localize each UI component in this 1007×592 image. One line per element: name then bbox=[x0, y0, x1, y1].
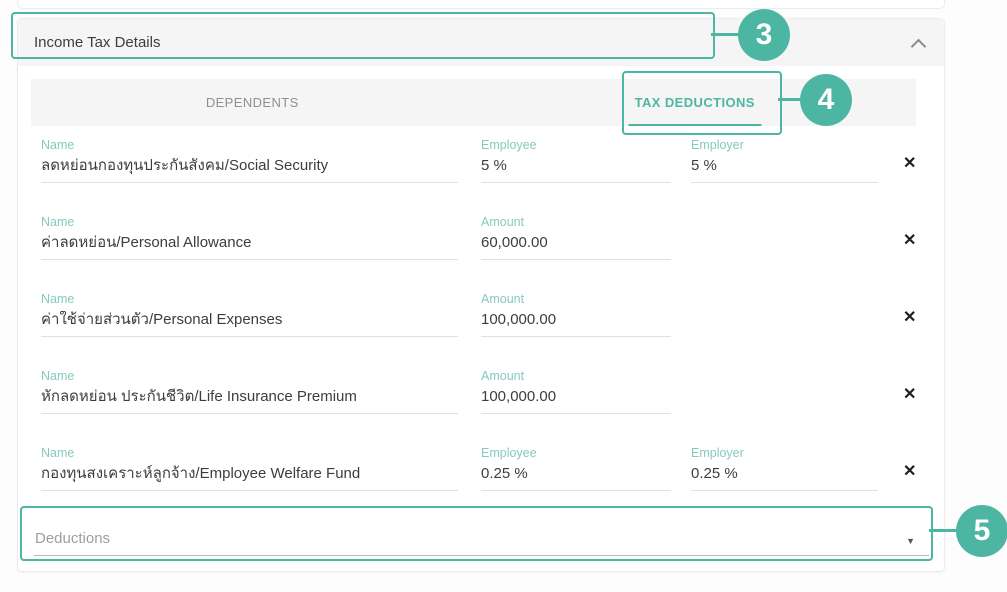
annotation-step-4-number: 4 bbox=[817, 83, 835, 116]
annotation-connector-4 bbox=[778, 98, 803, 101]
close-icon[interactable]: ✕ bbox=[903, 155, 917, 172]
amount-field-value: 100,000.00 bbox=[481, 311, 557, 328]
annotation-step-3-number: 3 bbox=[755, 18, 773, 51]
annotation-box-3 bbox=[11, 12, 715, 59]
employer-field[interactable]: Employer 0.25 % bbox=[691, 446, 878, 491]
employer-field[interactable]: Employer 5 % bbox=[691, 138, 878, 183]
employee-field[interactable]: Employee 5 % bbox=[481, 138, 671, 183]
name-field[interactable]: Name หักลดหย่อน ประกันชีวิต/Life Insuran… bbox=[41, 369, 458, 414]
annotation-connector-5 bbox=[929, 529, 959, 532]
employee-field-label: Employee bbox=[481, 446, 537, 460]
annotation-box-4 bbox=[622, 71, 782, 135]
name-field-label: Name bbox=[41, 138, 75, 152]
name-field[interactable]: Name กองทุนสงเคราะห์ลูกจ้าง/Employee Wel… bbox=[41, 446, 458, 491]
close-icon[interactable]: ✕ bbox=[903, 309, 917, 326]
amount-field[interactable]: Amount 100,000.00 bbox=[481, 292, 671, 337]
annotation-box-5 bbox=[20, 506, 933, 561]
dropdown-arrow-icon[interactable]: ▼ bbox=[906, 536, 915, 546]
close-icon[interactable]: ✕ bbox=[903, 463, 917, 480]
name-field-value: ลดหย่อนกองทุนประกันสังคม/Social Security bbox=[41, 157, 329, 174]
deduction-row-life-insurance: Name หักลดหย่อน ประกันชีวิต/Life Insuran… bbox=[41, 369, 938, 446]
annotation-step-3: 3 bbox=[738, 9, 790, 61]
annotation-step-5-number: 5 bbox=[973, 514, 991, 547]
name-field-label: Name bbox=[41, 292, 75, 306]
employer-field-label: Employer bbox=[691, 446, 744, 460]
close-icon[interactable]: ✕ bbox=[903, 232, 917, 249]
tab-tax-deductions[interactable]: TAX DEDUCTIONS bbox=[474, 79, 917, 126]
employee-field[interactable]: Employee 0.25 % bbox=[481, 446, 671, 491]
amount-field-label: Amount bbox=[481, 369, 525, 383]
name-field-value: หักลดหย่อน ประกันชีวิต/Life Insurance Pr… bbox=[41, 388, 357, 405]
amount-field[interactable]: Amount 60,000.00 bbox=[481, 215, 671, 260]
annotation-connector-3 bbox=[711, 33, 741, 36]
name-field-label: Name bbox=[41, 215, 75, 229]
amount-field[interactable]: Amount 100,000.00 bbox=[481, 369, 671, 414]
amount-field-label: Amount bbox=[481, 292, 525, 306]
annotation-step-5: 5 bbox=[956, 505, 1007, 557]
name-field-value: ค่าใช้จ่ายส่วนตัว/Personal Expenses bbox=[41, 311, 283, 328]
active-tab-indicator bbox=[628, 124, 762, 126]
employee-field-value: 5 % bbox=[481, 157, 507, 174]
name-field-value: ค่าลดหย่อน/Personal Allowance bbox=[41, 234, 252, 251]
name-field-value: กองทุนสงเคราะห์ลูกจ้าง/Employee Welfare … bbox=[41, 465, 361, 482]
name-field[interactable]: Name ค่าลดหย่อน/Personal Allowance bbox=[41, 215, 458, 260]
employer-field-value: 5 % bbox=[691, 157, 717, 174]
employer-field-value: 0.25 % bbox=[691, 465, 738, 482]
tab-dependents-label: DEPENDENTS bbox=[205, 95, 299, 110]
deduction-row-welfare-fund: Name กองทุนสงเคราะห์ลูกจ้าง/Employee Wel… bbox=[41, 446, 938, 523]
annotation-step-4: 4 bbox=[800, 74, 852, 126]
panel-title: Income Tax Details bbox=[34, 34, 161, 51]
amount-field-value: 100,000.00 bbox=[481, 388, 557, 405]
chevron-up-icon[interactable] bbox=[910, 38, 927, 55]
close-icon[interactable]: ✕ bbox=[903, 386, 917, 403]
name-field-label: Name bbox=[41, 446, 75, 460]
deduction-row-social-security: Name ลดหย่อนกองทุนประกันสังคม/Social Sec… bbox=[41, 138, 938, 215]
tab-dependents[interactable]: DEPENDENTS bbox=[31, 79, 474, 126]
tab-tax-deductions-label: TAX DEDUCTIONS bbox=[634, 95, 755, 110]
tab-bar: DEPENDENTS TAX DEDUCTIONS bbox=[31, 79, 916, 126]
amount-field-label: Amount bbox=[481, 215, 525, 229]
name-field-label: Name bbox=[41, 369, 75, 383]
amount-field-value: 60,000.00 bbox=[481, 234, 548, 251]
deductions-select-placeholder: Deductions bbox=[35, 530, 111, 547]
previous-section-edge bbox=[17, 0, 945, 9]
employee-field-value: 0.25 % bbox=[481, 465, 528, 482]
employee-field-label: Employee bbox=[481, 138, 537, 152]
name-field[interactable]: Name ลดหย่อนกองทุนประกันสังคม/Social Sec… bbox=[41, 138, 458, 183]
deduction-row-personal-allowance: Name ค่าลดหย่อน/Personal Allowance Amoun… bbox=[41, 215, 938, 292]
name-field[interactable]: Name ค่าใช้จ่ายส่วนตัว/Personal Expenses bbox=[41, 292, 458, 337]
deductions-select[interactable]: Deductions ▼ bbox=[34, 511, 929, 556]
employer-field-label: Employer bbox=[691, 138, 744, 152]
deduction-row-personal-expenses: Name ค่าใช้จ่ายส่วนตัว/Personal Expenses… bbox=[41, 292, 938, 369]
